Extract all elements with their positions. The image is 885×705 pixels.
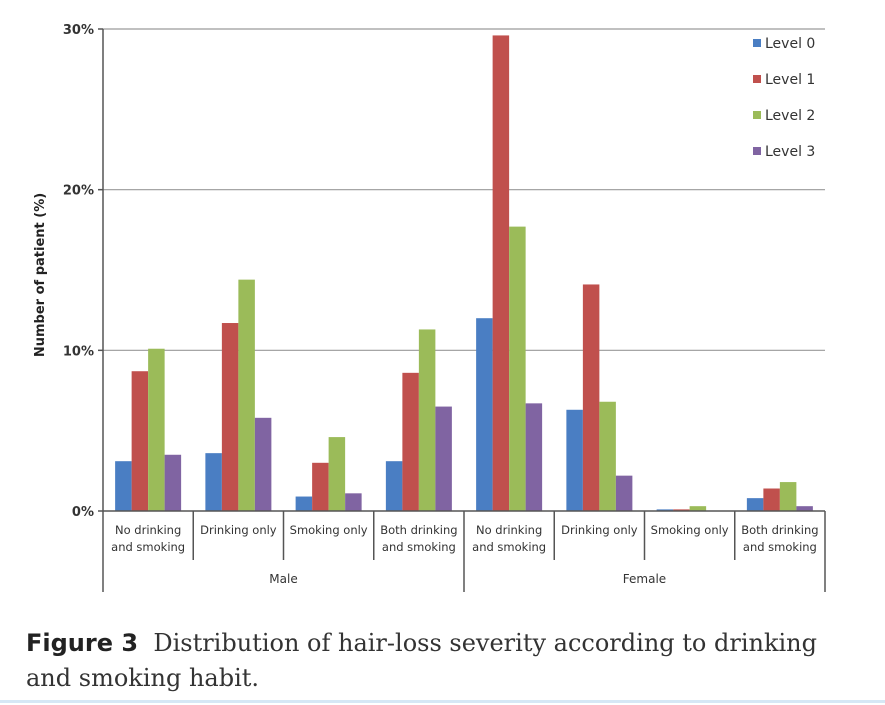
group-label: Female bbox=[623, 572, 666, 586]
x-tick-label: and smoking bbox=[382, 540, 456, 554]
legend-swatch bbox=[753, 75, 761, 83]
bar-level-1 bbox=[763, 488, 780, 511]
x-tick-label: Both drinking bbox=[741, 523, 818, 537]
y-tick-label: 30% bbox=[63, 23, 94, 38]
bars bbox=[115, 35, 813, 511]
bar-chart: 0% 10% 20% 30% No drinking and smoking Drinkin… bbox=[33, 23, 826, 592]
legend-label: Level 3 bbox=[765, 144, 815, 160]
bar-level-1 bbox=[582, 284, 600, 511]
bar-level-0 bbox=[476, 318, 493, 511]
x-tick-label: Smoking only bbox=[651, 523, 729, 537]
x-tick-label: and smoking bbox=[743, 540, 817, 554]
bar-level-2 bbox=[418, 329, 436, 511]
bar-level-2 bbox=[509, 226, 526, 511]
bar-level-3 bbox=[615, 475, 633, 511]
x-tick-label: Drinking only bbox=[561, 523, 638, 537]
y-tick-label: 0% bbox=[72, 505, 94, 520]
bar-level-2 bbox=[689, 506, 707, 511]
x-tick-label: Both drinking bbox=[380, 523, 457, 537]
bar-level-2 bbox=[328, 437, 346, 511]
legend-label: Level 2 bbox=[765, 108, 815, 124]
bar-level-1 bbox=[402, 372, 419, 511]
figure-caption-text: Distribution of hair-loss severity accor… bbox=[26, 629, 817, 692]
bar-level-3 bbox=[254, 417, 272, 511]
legend-label: Level 1 bbox=[765, 72, 815, 88]
bar-level-2 bbox=[148, 348, 165, 511]
bar-level-0 bbox=[385, 461, 403, 511]
bar-level-1 bbox=[221, 323, 239, 511]
figure-caption: Figure 3 Distribution of hair-loss sever… bbox=[26, 626, 866, 696]
bar-level-2 bbox=[599, 401, 616, 511]
legend-swatch bbox=[753, 39, 761, 47]
bar-level-3 bbox=[525, 403, 543, 511]
bar-level-3 bbox=[164, 454, 182, 511]
legend-swatch bbox=[753, 111, 761, 119]
bar-level-2 bbox=[238, 279, 255, 511]
bar-level-0 bbox=[295, 496, 313, 511]
y-axis-title: Number of patient (%) bbox=[33, 193, 48, 357]
bar-level-3 bbox=[796, 506, 813, 511]
bar-level-1 bbox=[673, 509, 690, 511]
x-tick-label: No drinking bbox=[115, 523, 181, 537]
bar-level-2 bbox=[779, 482, 797, 511]
grid-lines bbox=[103, 28, 825, 351]
figure-label: Figure 3 bbox=[26, 629, 139, 657]
axes: 0% 10% 20% 30% No drinking and smoking Drinkin… bbox=[63, 23, 826, 592]
x-tick-label: Smoking only bbox=[290, 523, 368, 537]
y-tick-label: 10% bbox=[63, 344, 94, 359]
legend: Level 0 Level 1 Level 2 Level 3 bbox=[753, 36, 815, 160]
group-label: Male bbox=[269, 572, 297, 586]
bar-level-0 bbox=[205, 453, 222, 511]
bar-level-1 bbox=[492, 35, 510, 511]
x-tick-label: No drinking bbox=[476, 523, 542, 537]
caption-divider bbox=[0, 700, 885, 703]
bar-level-1 bbox=[131, 371, 149, 511]
legend-label: Level 0 bbox=[765, 36, 815, 52]
x-tick-label: Drinking only bbox=[200, 523, 277, 537]
x-tick-label: and smoking bbox=[472, 540, 546, 554]
bar-level-0 bbox=[566, 409, 583, 511]
bar-level-0 bbox=[746, 498, 764, 511]
bar-level-3 bbox=[435, 406, 452, 511]
bar-level-1 bbox=[312, 462, 329, 511]
y-tick-label: 20% bbox=[63, 184, 94, 199]
bar-level-0 bbox=[656, 509, 674, 511]
bar-level-0 bbox=[115, 461, 132, 511]
x-tick-label: and smoking bbox=[111, 540, 185, 554]
legend-swatch bbox=[753, 147, 761, 155]
bar-level-3 bbox=[345, 493, 362, 511]
